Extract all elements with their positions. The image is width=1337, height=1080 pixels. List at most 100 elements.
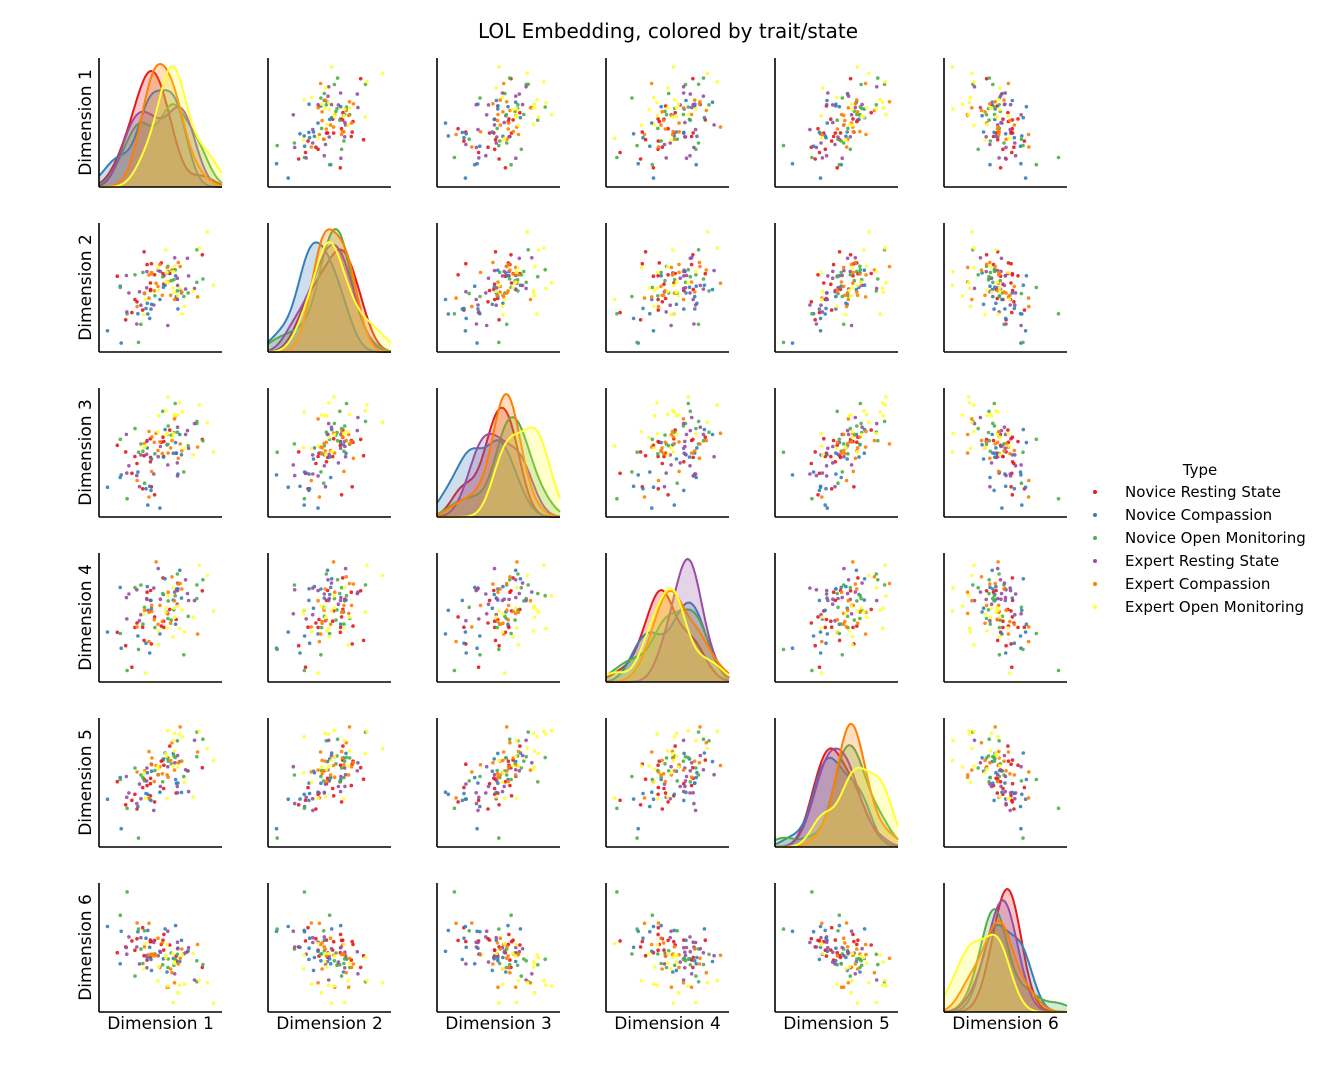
scatter-point bbox=[298, 651, 302, 655]
scatter-point bbox=[486, 621, 490, 625]
scatter-point bbox=[652, 767, 657, 771]
scatter-point bbox=[467, 137, 472, 141]
scatter-point bbox=[338, 630, 343, 635]
scatter-point bbox=[332, 754, 337, 759]
scatter-point bbox=[484, 323, 489, 328]
panel-3-4 bbox=[605, 388, 729, 518]
scatter-point bbox=[984, 603, 989, 608]
panel-5-4 bbox=[605, 718, 729, 848]
scatter-point bbox=[500, 95, 505, 100]
scatter-point bbox=[347, 412, 352, 417]
scatter-point bbox=[693, 127, 698, 132]
scatter-point bbox=[984, 597, 988, 602]
scatter-point bbox=[135, 473, 139, 478]
scatter-point bbox=[323, 960, 327, 964]
y-axis-label-3: Dimension 3 bbox=[76, 399, 96, 506]
scatter-point bbox=[161, 948, 166, 952]
scatter-point bbox=[495, 941, 500, 945]
scatter-point bbox=[145, 262, 149, 267]
scatter-point bbox=[163, 577, 167, 581]
legend-marker bbox=[1093, 513, 1097, 517]
scatter-point bbox=[850, 286, 855, 290]
scatter-point bbox=[824, 641, 828, 645]
scatter-point bbox=[310, 796, 315, 801]
scatter-point bbox=[997, 429, 1001, 434]
scatter-point bbox=[532, 264, 537, 269]
scatter-point bbox=[168, 446, 173, 450]
scatter-point bbox=[855, 98, 859, 102]
scatter-point bbox=[344, 970, 349, 975]
scatter-point bbox=[999, 591, 1004, 596]
scatter-point bbox=[705, 230, 710, 234]
scatter-point bbox=[342, 957, 347, 961]
scatter-point bbox=[316, 588, 320, 593]
scatter-point bbox=[322, 938, 327, 943]
scatter-point bbox=[675, 137, 679, 141]
scatter-point bbox=[495, 293, 500, 298]
scatter-point bbox=[504, 956, 509, 961]
scatter-point bbox=[835, 166, 839, 170]
scatter-point bbox=[127, 791, 131, 795]
scatter-point bbox=[694, 431, 698, 436]
scatter-point bbox=[872, 575, 877, 579]
scatter-point bbox=[321, 929, 326, 933]
scatter-point bbox=[476, 307, 480, 311]
density-line-4-dim2 bbox=[267, 243, 392, 353]
scatter-point bbox=[495, 768, 500, 773]
scatter-point bbox=[332, 594, 336, 598]
scatter-point bbox=[718, 431, 723, 436]
scatter-point bbox=[519, 273, 524, 277]
scatter-point bbox=[824, 306, 828, 311]
scatter-point bbox=[530, 255, 534, 260]
scatter-point bbox=[165, 970, 169, 974]
scatter-point bbox=[338, 118, 342, 122]
x-axis-label-3: Dimension 3 bbox=[445, 1014, 552, 1034]
scatter-point bbox=[156, 764, 160, 768]
scatter-point bbox=[672, 939, 676, 944]
scatter-point bbox=[477, 310, 481, 314]
scatter-point bbox=[307, 641, 312, 645]
scatter-point bbox=[327, 592, 332, 597]
scatter-point bbox=[355, 92, 360, 96]
scatter-point bbox=[688, 963, 693, 967]
scatter-point bbox=[688, 428, 693, 433]
scatter-point bbox=[822, 436, 826, 441]
scatter-point bbox=[951, 585, 955, 590]
scatter-point bbox=[988, 412, 993, 417]
scatter-point bbox=[656, 297, 660, 302]
scatter-point bbox=[876, 76, 880, 80]
scatter-point bbox=[380, 420, 385, 425]
scatter-point bbox=[674, 114, 679, 119]
scatter-point bbox=[172, 606, 177, 610]
scatter-point bbox=[172, 590, 177, 594]
scatter-point bbox=[161, 938, 165, 942]
scatter-point bbox=[988, 449, 993, 454]
scatter-point bbox=[140, 785, 145, 790]
scatter-point bbox=[862, 577, 867, 581]
scatter-point bbox=[497, 270, 502, 275]
scatter-point bbox=[154, 560, 158, 564]
scatter-point bbox=[701, 737, 706, 741]
scatter-point bbox=[972, 123, 976, 128]
scatter-point bbox=[618, 150, 622, 155]
scatter-point bbox=[165, 431, 169, 436]
scatter-point bbox=[950, 758, 955, 763]
scatter-point bbox=[324, 103, 329, 107]
scatter-point bbox=[671, 1001, 676, 1005]
scatter-point bbox=[518, 115, 523, 120]
scatter-point bbox=[509, 794, 514, 798]
scatter-point bbox=[142, 945, 147, 949]
scatter-point bbox=[346, 429, 351, 434]
scatter-point bbox=[841, 322, 846, 327]
scatter-point bbox=[697, 456, 702, 461]
scatter-point bbox=[1003, 91, 1008, 95]
scatter-point bbox=[130, 471, 134, 476]
scatter-point bbox=[175, 952, 180, 957]
scatter-point bbox=[822, 281, 826, 285]
scatter-point bbox=[148, 939, 153, 944]
scatter-point bbox=[641, 306, 645, 311]
scatter-point bbox=[135, 478, 139, 483]
scatter-point bbox=[511, 609, 516, 614]
scatter-point bbox=[1010, 150, 1014, 155]
scatter-point bbox=[823, 147, 828, 152]
